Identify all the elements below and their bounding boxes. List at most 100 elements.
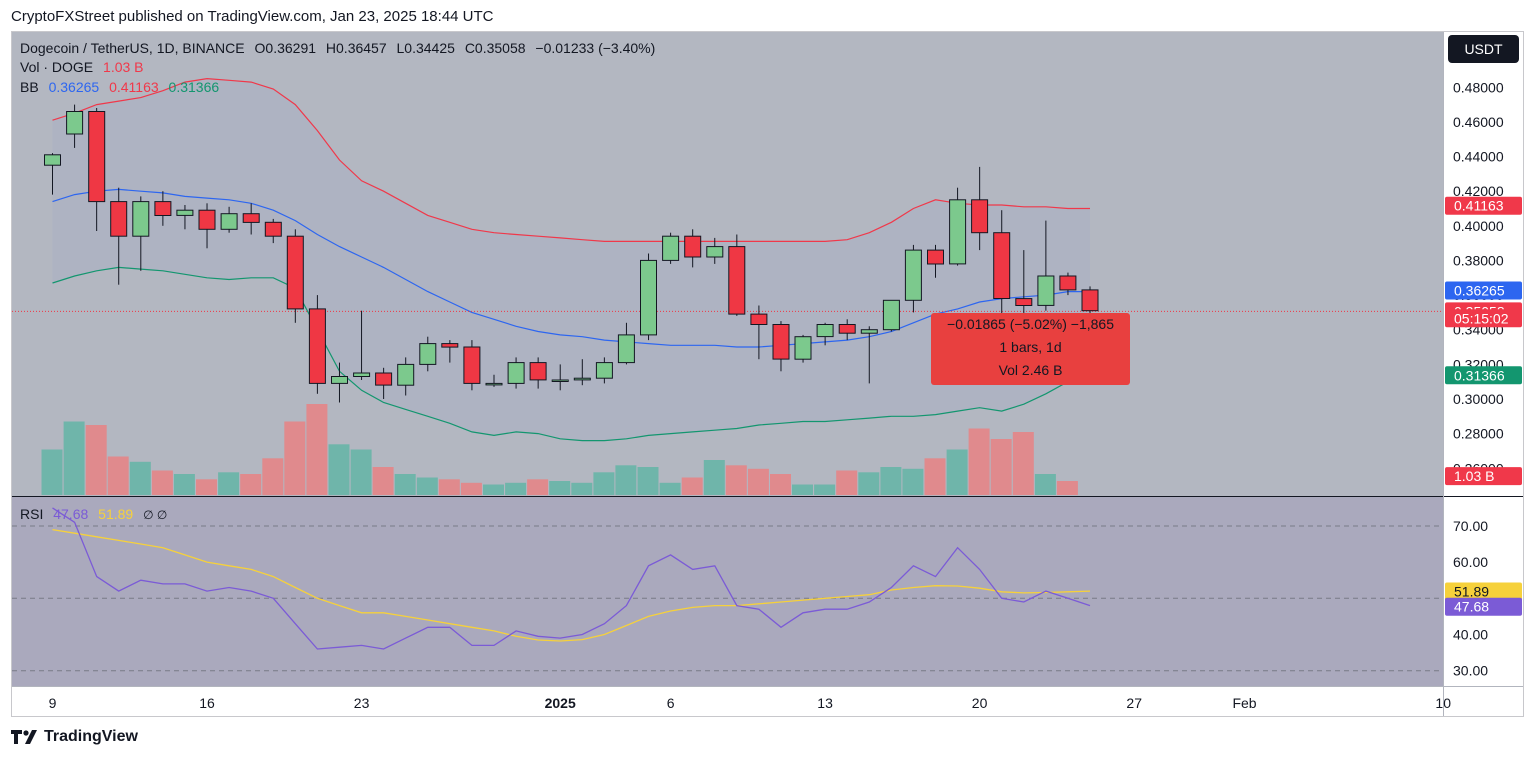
candle-body: [286, 235, 304, 310]
legend-high: H0.36457: [325, 40, 387, 56]
legend-bb-mid: 0.36265: [48, 79, 100, 95]
bb-middle-line: [52, 188, 1090, 348]
rsi-badge: 47.68: [1454, 599, 1489, 615]
time-tick-label: 6: [667, 695, 675, 711]
volume-bar: [41, 449, 63, 495]
tradingview-brand-label: TradingView: [44, 728, 138, 745]
volume-bar: [549, 481, 571, 495]
volume-bar: [1056, 481, 1078, 495]
legend-open: O0.36291: [254, 40, 317, 56]
volume-bar: [460, 482, 482, 496]
time-tick-label: 10: [1435, 695, 1451, 711]
volume-bar: [306, 404, 328, 495]
candle-body: [220, 213, 238, 230]
volume-bar: [196, 479, 217, 496]
volume-bar: [483, 484, 504, 495]
legend-vol-label[interactable]: Vol · DOGE: [20, 59, 94, 75]
legend-rsi-extra: ∅ ∅: [143, 508, 168, 522]
candle-body: [882, 299, 900, 331]
volume-bar: [681, 477, 703, 495]
volume-bar: [350, 449, 372, 495]
price-badge: 0.41163: [1454, 198, 1504, 214]
rsi-tick-label: 70.00: [1453, 518, 1488, 534]
candle-body: [132, 201, 150, 237]
tradingview-brand[interactable]: TradingView: [11, 728, 138, 746]
candle-body: [706, 246, 724, 258]
volume-bar: [151, 470, 173, 495]
volume-bar: [284, 421, 306, 495]
candle-body: [66, 111, 84, 135]
legend-change: −0.01233 (−3.40%): [535, 40, 656, 56]
price-tick-label: 0.38000: [1453, 252, 1504, 268]
volume-bar: [240, 474, 262, 495]
candle-body: [1037, 275, 1055, 306]
price-chart[interactable]: 0.260000.280000.300000.320000.340000.360…: [12, 32, 1524, 717]
candle-body: [441, 343, 459, 348]
volume-bar: [703, 460, 725, 495]
time-tick-label: 27: [1126, 695, 1142, 711]
price-badge-bg: [1445, 366, 1522, 385]
price-tick-label: 0.48000: [1453, 79, 1504, 95]
legend-symbol[interactable]: Dogecoin / TetherUS, 1D, BINANCE: [20, 40, 245, 56]
tooltip-change: −0.01865 (−5.02%) −1,865: [947, 316, 1114, 332]
volume-bar: [173, 474, 195, 495]
legend-symbol-row: Dogecoin / TetherUS, 1D, BINANCE O0.3629…: [20, 40, 661, 56]
candle-body: [640, 259, 657, 336]
chart-frame[interactable]: 0.260000.280000.300000.320000.340000.360…: [11, 31, 1524, 717]
rsi-badge: 51.89: [1454, 584, 1489, 600]
legend-rsi-value: 47.68: [53, 506, 89, 522]
currency-button[interactable]: USDT: [1448, 35, 1519, 63]
volume-bar: [637, 467, 659, 495]
candle-body: [463, 346, 481, 384]
rsi-tick-label: 60.00: [1453, 554, 1488, 570]
volume-bar: [372, 467, 394, 495]
volume-bar: [527, 479, 549, 496]
volume-bar: [416, 477, 438, 495]
volume-bar: [615, 465, 637, 496]
volume-bar: [946, 449, 968, 495]
candle-body: [971, 199, 989, 234]
volume-bar: [107, 456, 129, 495]
candle-body: [772, 324, 790, 360]
volume-bar: [858, 472, 880, 496]
candle-body: [904, 249, 922, 301]
price-axis-bg: [1444, 32, 1523, 687]
volume-bar: [1034, 474, 1056, 495]
candle-body: [154, 201, 172, 217]
candle-body: [684, 235, 702, 258]
price-badge-bg: [1445, 196, 1522, 215]
candle-body: [794, 336, 812, 360]
volume-bar: [902, 468, 924, 496]
candle-body: [1081, 289, 1099, 312]
legend-rsi-ma: 51.89: [98, 506, 134, 522]
candle-body: [993, 232, 1011, 299]
volume-bar: [990, 439, 1012, 495]
bb-upper-line: [52, 77, 1090, 242]
volume-bar: [85, 425, 107, 495]
price-badge: 05:15:02: [1454, 310, 1509, 326]
candle-body: [838, 324, 856, 334]
candle-body: [595, 362, 613, 379]
legend-bb-label[interactable]: BB: [20, 79, 39, 95]
volume-bar: [924, 458, 946, 496]
rsi-tick-label: 40.00: [1453, 627, 1488, 643]
candle-body: [331, 376, 348, 384]
price-tick-label: 0.30000: [1453, 391, 1504, 407]
candle-body: [375, 372, 393, 386]
volume-bar: [880, 467, 902, 495]
price-tick-label: 0.42000: [1453, 183, 1504, 199]
publish-header: CryptoFXStreet published on TradingView.…: [11, 8, 494, 25]
price-badge-bg: [1445, 281, 1522, 300]
legend-bb-lower: 0.31366: [168, 79, 220, 95]
legend-bb-row: BB 0.36265 0.41163 0.31366: [20, 79, 225, 95]
time-tick-label: 16: [199, 695, 215, 711]
legend-rsi-label[interactable]: RSI: [20, 506, 44, 522]
legend-low: L0.34425: [396, 40, 455, 56]
candle-body: [507, 362, 525, 384]
volume-bar: [770, 474, 791, 495]
rsi-badge-bg: [1445, 582, 1522, 601]
price-badge: 1.03 B: [1454, 468, 1494, 484]
volume-bar: [505, 482, 527, 496]
tooltip-volume: Vol 2.46 B: [998, 362, 1063, 378]
tooltip-bars: 1 bars, 1d: [999, 339, 1062, 355]
